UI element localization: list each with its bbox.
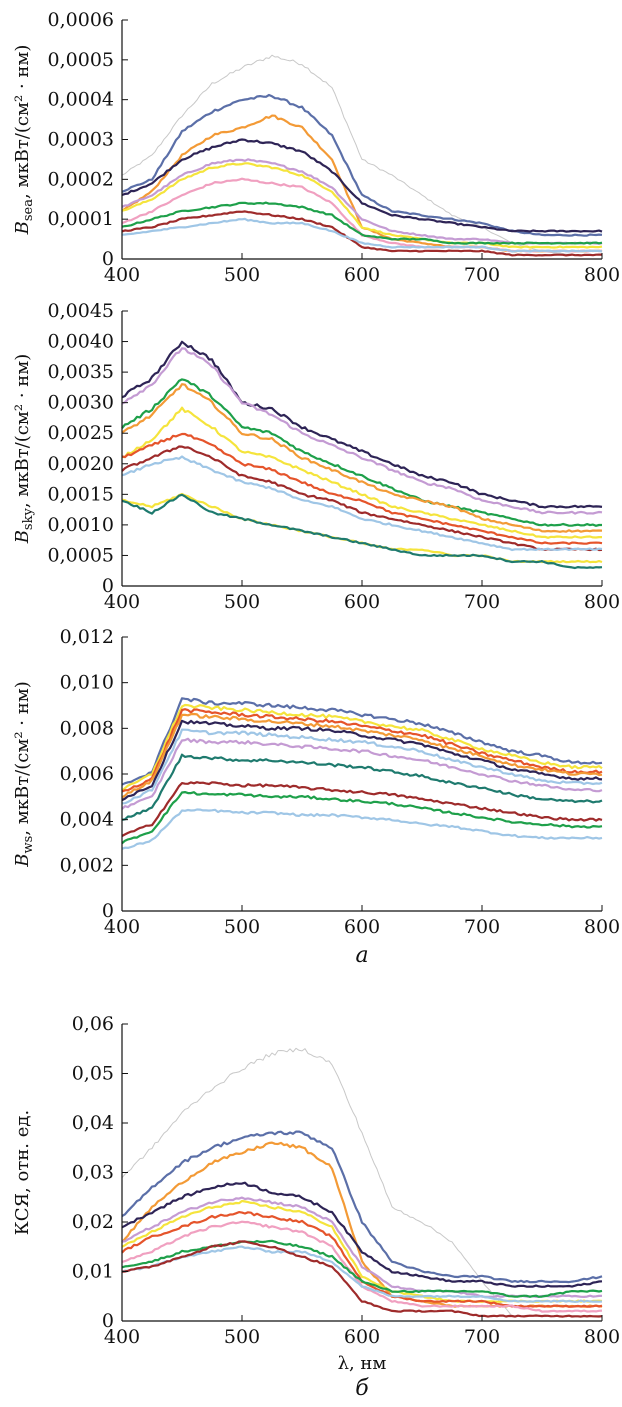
- y-tick-label: 0,04: [72, 1112, 114, 1134]
- y-tick-label: 0,0002: [48, 168, 114, 190]
- series-line-10: [121, 791, 603, 845]
- series-line-6: [121, 432, 603, 545]
- series-line-7: [121, 445, 603, 552]
- series-line-8: [121, 753, 603, 821]
- x-tick-label: 600: [344, 591, 380, 613]
- y-tick-label: 0,012: [60, 626, 114, 648]
- x-tick-label: 500: [224, 1326, 260, 1348]
- y-tick-label: 0,0001: [48, 208, 114, 230]
- x-tick-label: 600: [344, 1326, 380, 1348]
- series-line-10: [121, 1245, 603, 1303]
- x-tick-label: 700: [464, 1326, 500, 1348]
- series-line-11: [121, 808, 603, 850]
- chart-panel-4: 400 500 600 700 800 0 0,01 0,02 0,03 0,04 0,05 0,06…: [12, 1013, 620, 1401]
- series-line-4: [121, 138, 603, 233]
- y-tick-label: 0,0025: [48, 422, 114, 444]
- y-tick-label: 0,0010: [48, 514, 114, 536]
- series-line-2: [121, 347, 603, 515]
- series-line-3: [121, 378, 602, 527]
- y-tick-label: 0,0015: [48, 483, 114, 505]
- y-tick-label: 0,0006: [48, 9, 114, 31]
- y-tick-label: 0,01: [72, 1261, 114, 1283]
- y-axis-label: Bsky, мкВт/(см² · нм): [12, 354, 36, 545]
- series-line-1: [121, 54, 603, 256]
- y-tick-label: 0: [102, 900, 114, 922]
- series-line-4: [121, 1181, 603, 1288]
- x-tick-label: 800: [584, 1326, 620, 1348]
- x-tick-label: 800: [584, 916, 620, 938]
- series-line-2: [121, 93, 603, 237]
- series-line-5: [121, 406, 602, 539]
- chart-panel-1: 400 500 600 700 800 0 0,0001 0,0002 0,0003 0,0004…: [12, 9, 620, 286]
- y-tick-label: 0,05: [72, 1063, 114, 1085]
- series-line-6: [121, 728, 603, 805]
- y-tick-label: 0,008: [60, 717, 114, 739]
- series-line-3: [121, 708, 603, 793]
- y-tick-label: 0,010: [60, 672, 114, 694]
- series-line-5: [121, 719, 603, 802]
- series-line-2: [121, 1130, 603, 1284]
- series-line-9: [121, 1239, 603, 1298]
- y-axis-label: КСЯ, отн. ед.: [12, 1110, 33, 1235]
- x-tick-label: 500: [224, 916, 260, 938]
- series-line-8: [121, 455, 603, 552]
- series-line-11: [121, 1240, 603, 1318]
- y-tick-label: 0,0003: [48, 129, 114, 151]
- x-tick-label: 400: [104, 264, 140, 286]
- y-tick-label: 0,0005: [48, 544, 114, 566]
- y-tick-label: 0,0045: [48, 300, 114, 322]
- series-line-10: [121, 493, 603, 570]
- y-tick-label: 0,0035: [48, 361, 114, 383]
- series-line-4: [121, 383, 603, 533]
- series-line-6: [121, 162, 603, 249]
- series-line-2: [121, 703, 603, 792]
- series-line-9: [121, 210, 602, 257]
- y-tick-label: 0,0040: [48, 331, 114, 353]
- series-line-7: [121, 737, 603, 810]
- x-axis-label: λ, нм: [338, 1353, 387, 1374]
- x-tick-label: 800: [584, 264, 620, 286]
- y-tick-label: 0,0005: [48, 49, 114, 71]
- series-line-9: [121, 781, 603, 837]
- chart-panel-2: 400 500 600 700 800 0 0,0005 0,0010 0,0015 0,0020…: [12, 300, 620, 613]
- y-tick-label: 0,0020: [48, 453, 114, 475]
- y-tick-label: 0,06: [72, 1013, 114, 1035]
- x-tick-label: 400: [104, 591, 140, 613]
- series-line-10: [121, 217, 603, 253]
- series-line-1: [121, 697, 603, 786]
- x-tick-label: 500: [224, 591, 260, 613]
- series-line-4: [121, 712, 603, 799]
- series-line-8: [121, 201, 603, 245]
- y-tick-label: 0: [102, 1310, 114, 1332]
- y-tick-label: 0,0030: [48, 392, 114, 414]
- panel-letter: а: [355, 943, 368, 968]
- y-tick-label: 0: [102, 248, 114, 270]
- series-line-7: [121, 177, 603, 253]
- y-tick-label: 0,0004: [48, 89, 114, 111]
- x-tick-label: 800: [584, 591, 620, 613]
- chart-panel-3: 400 500 600 700 800 0 0,002 0,004 0,006 0,008 0,01…: [12, 626, 620, 968]
- x-tick-label: 600: [344, 916, 380, 938]
- x-tick-label: 400: [104, 1326, 140, 1348]
- x-tick-label: 400: [104, 916, 140, 938]
- x-tick-label: 700: [464, 591, 500, 613]
- y-tick-label: 0: [102, 575, 114, 597]
- y-tick-label: 0,03: [72, 1162, 114, 1184]
- y-axis-label: Bsea, мкВт/(см² · нм): [12, 45, 36, 236]
- y-tick-label: 0,004: [60, 809, 114, 831]
- x-tick-label: 700: [464, 264, 500, 286]
- y-tick-label: 0,006: [60, 763, 114, 785]
- x-tick-label: 700: [464, 916, 500, 938]
- y-tick-label: 0,02: [72, 1211, 114, 1233]
- x-tick-label: 500: [224, 264, 260, 286]
- y-tick-label: 0,002: [60, 854, 114, 876]
- y-axis-label: Bws, мкВт/(см² · нм): [12, 681, 36, 868]
- series-line-1: [121, 340, 603, 509]
- panel-letter: б: [355, 1376, 369, 1401]
- x-tick-label: 600: [344, 264, 380, 286]
